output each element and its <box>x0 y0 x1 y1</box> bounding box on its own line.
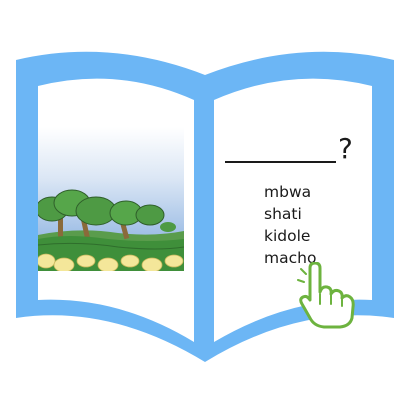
right-page <box>214 78 372 342</box>
yellow-flowers <box>38 253 184 271</box>
pointing-hand-icon <box>297 262 355 329</box>
answer-blank-line <box>225 161 336 163</box>
landscape-picture <box>38 127 184 271</box>
question-mark: ? <box>338 132 353 165</box>
option-mbwa[interactable]: mbwa <box>264 183 312 201</box>
word-options: mbwa shati kidole macho <box>264 181 364 269</box>
option-shati[interactable]: shati <box>264 205 302 223</box>
question-blank: ? <box>222 133 362 169</box>
landscape-trees-illustration <box>38 127 184 271</box>
option-kidole[interactable]: kidole <box>264 227 311 245</box>
option-macho[interactable]: macho <box>264 249 317 267</box>
trees <box>38 189 176 240</box>
